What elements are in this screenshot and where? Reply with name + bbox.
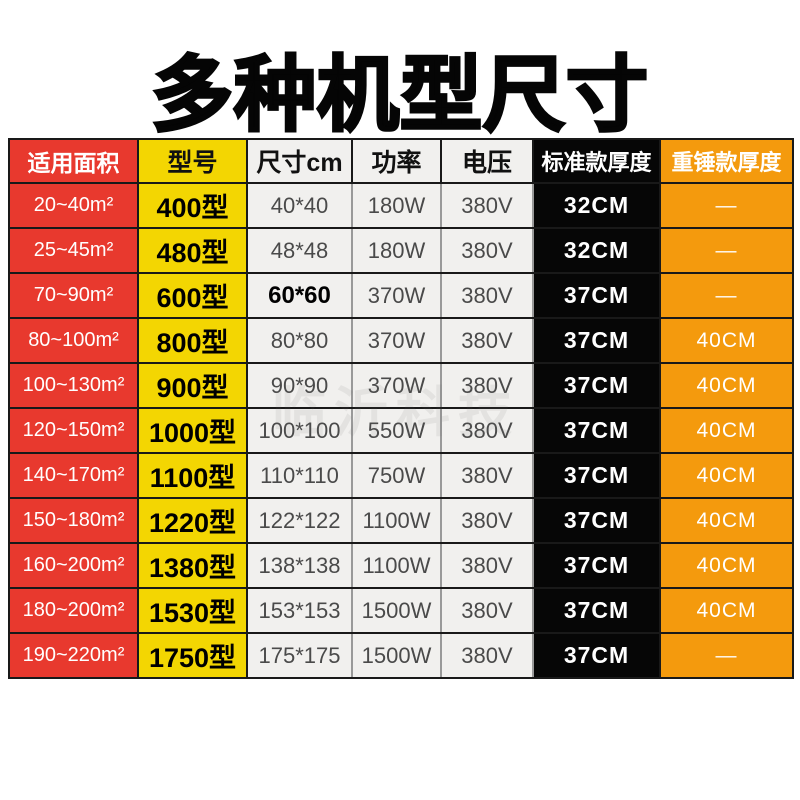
cell-size-cm: 175*175 <box>246 632 353 679</box>
table-row: 160~200m² 1380型 138*138 1100W 380V 37CM … <box>8 542 794 589</box>
cell-heavy-thickness: 40CM <box>659 452 794 499</box>
column-header-heavy-thickness: 重锤款厚度 <box>659 138 794 184</box>
page-title: 多种机型尺寸 <box>149 49 649 143</box>
cell-voltage: 380V <box>440 407 534 454</box>
table-row: 70~90m² 600型 60*60 370W 380V 37CM — <box>8 272 794 319</box>
cell-voltage: 380V <box>440 182 534 229</box>
cell-voltage: 380V <box>440 452 534 499</box>
table-row: 140~170m² 1100型 110*110 750W 380V 37CM 4… <box>8 452 794 499</box>
cell-standard-thickness: 32CM <box>532 182 661 229</box>
cell-power: 1500W <box>351 587 442 634</box>
cell-applicable-area: 70~90m² <box>8 272 139 319</box>
cell-size-cm: 80*80 <box>246 317 353 364</box>
cell-power: 180W <box>351 182 442 229</box>
cell-power: 1100W <box>351 497 442 544</box>
column-header-voltage: 电压 <box>440 138 534 184</box>
cell-power: 550W <box>351 407 442 454</box>
table-row: 25~45m² 480型 48*48 180W 380V 32CM — <box>8 227 794 274</box>
cell-size-cm: 40*40 <box>246 182 353 229</box>
cell-power: 370W <box>351 272 442 319</box>
cell-standard-thickness: 37CM <box>532 272 661 319</box>
cell-model: 600型 <box>137 272 248 319</box>
cell-voltage: 380V <box>440 542 534 589</box>
cell-applicable-area: 140~170m² <box>8 452 139 499</box>
table-body: 20~40m² 400型 40*40 180W 380V 32CM — 25~4… <box>8 182 794 679</box>
table-row: 20~40m² 400型 40*40 180W 380V 32CM — <box>8 182 794 229</box>
cell-heavy-thickness: 40CM <box>659 407 794 454</box>
column-header-size-cm: 尺寸cm <box>246 138 353 184</box>
cell-model: 400型 <box>137 182 248 229</box>
cell-heavy-thickness: 40CM <box>659 317 794 364</box>
table-row: 150~180m² 1220型 122*122 1100W 380V 37CM … <box>8 497 794 544</box>
cell-voltage: 380V <box>440 227 534 274</box>
cell-size-cm: 100*100 <box>246 407 353 454</box>
cell-applicable-area: 80~100m² <box>8 317 139 364</box>
cell-model: 1220型 <box>137 497 248 544</box>
cell-applicable-area: 25~45m² <box>8 227 139 274</box>
header-row: 适用面积 型号 尺寸cm 功率 电压 标准款厚度 重锤款厚度 <box>8 138 794 184</box>
cell-applicable-area: 180~200m² <box>8 587 139 634</box>
cell-applicable-area: 160~200m² <box>8 542 139 589</box>
cell-heavy-thickness: — <box>659 272 794 319</box>
model-size-spec-table: 适用面积 型号 尺寸cm 功率 电压 标准款厚度 重锤款厚度 20~40m² 4… <box>8 138 794 679</box>
cell-model: 900型 <box>137 362 248 409</box>
cell-applicable-area: 120~150m² <box>8 407 139 454</box>
table-row: 80~100m² 800型 80*80 370W 380V 37CM 40CM <box>8 317 794 364</box>
cell-size-cm: 110*110 <box>246 452 353 499</box>
cell-power: 370W <box>351 317 442 364</box>
cell-standard-thickness: 37CM <box>532 587 661 634</box>
cell-voltage: 380V <box>440 272 534 319</box>
cell-heavy-thickness: — <box>659 182 794 229</box>
cell-power: 1100W <box>351 542 442 589</box>
cell-size-cm: 122*122 <box>246 497 353 544</box>
cell-voltage: 380V <box>440 317 534 364</box>
cell-applicable-area: 150~180m² <box>8 497 139 544</box>
cell-power: 180W <box>351 227 442 274</box>
cell-model: 1100型 <box>137 452 248 499</box>
cell-standard-thickness: 37CM <box>532 632 661 679</box>
cell-standard-thickness: 37CM <box>532 542 661 589</box>
column-header-applicable-area: 适用面积 <box>8 138 139 184</box>
cell-size-cm: 60*60 <box>246 272 353 319</box>
cell-applicable-area: 100~130m² <box>8 362 139 409</box>
cell-standard-thickness: 37CM <box>532 317 661 364</box>
cell-model: 1000型 <box>137 407 248 454</box>
cell-heavy-thickness: — <box>659 632 794 679</box>
table-row: 100~130m² 900型 90*90 370W 380V 37CM 40CM <box>8 362 794 409</box>
table-row: 180~200m² 1530型 153*153 1500W 380V 37CM … <box>8 587 794 634</box>
cell-heavy-thickness: — <box>659 227 794 274</box>
cell-size-cm: 90*90 <box>246 362 353 409</box>
cell-voltage: 380V <box>440 587 534 634</box>
cell-model: 1750型 <box>137 632 248 679</box>
cell-standard-thickness: 37CM <box>532 362 661 409</box>
cell-power: 750W <box>351 452 442 499</box>
column-header-power: 功率 <box>351 138 442 184</box>
cell-heavy-thickness: 40CM <box>659 362 794 409</box>
cell-heavy-thickness: 40CM <box>659 542 794 589</box>
cell-heavy-thickness: 40CM <box>659 497 794 544</box>
cell-voltage: 380V <box>440 362 534 409</box>
cell-size-cm: 48*48 <box>246 227 353 274</box>
table-row: 190~220m² 1750型 175*175 1500W 380V 37CM … <box>8 632 794 679</box>
cell-model: 480型 <box>137 227 248 274</box>
cell-model: 800型 <box>137 317 248 364</box>
cell-power: 370W <box>351 362 442 409</box>
column-header-standard-thickness: 标准款厚度 <box>532 138 661 184</box>
cell-standard-thickness: 37CM <box>532 407 661 454</box>
column-header-model: 型号 <box>137 138 248 184</box>
cell-voltage: 380V <box>440 632 534 679</box>
cell-voltage: 380V <box>440 497 534 544</box>
cell-size-cm: 138*138 <box>246 542 353 589</box>
cell-applicable-area: 20~40m² <box>8 182 139 229</box>
cell-model: 1530型 <box>137 587 248 634</box>
table-row: 120~150m² 1000型 100*100 550W 380V 37CM 4… <box>8 407 794 454</box>
cell-applicable-area: 190~220m² <box>8 632 139 679</box>
cell-size-cm: 153*153 <box>246 587 353 634</box>
cell-model: 1380型 <box>137 542 248 589</box>
cell-standard-thickness: 37CM <box>532 497 661 544</box>
cell-power: 1500W <box>351 632 442 679</box>
cell-heavy-thickness: 40CM <box>659 587 794 634</box>
cell-standard-thickness: 32CM <box>532 227 661 274</box>
cell-standard-thickness: 37CM <box>532 452 661 499</box>
